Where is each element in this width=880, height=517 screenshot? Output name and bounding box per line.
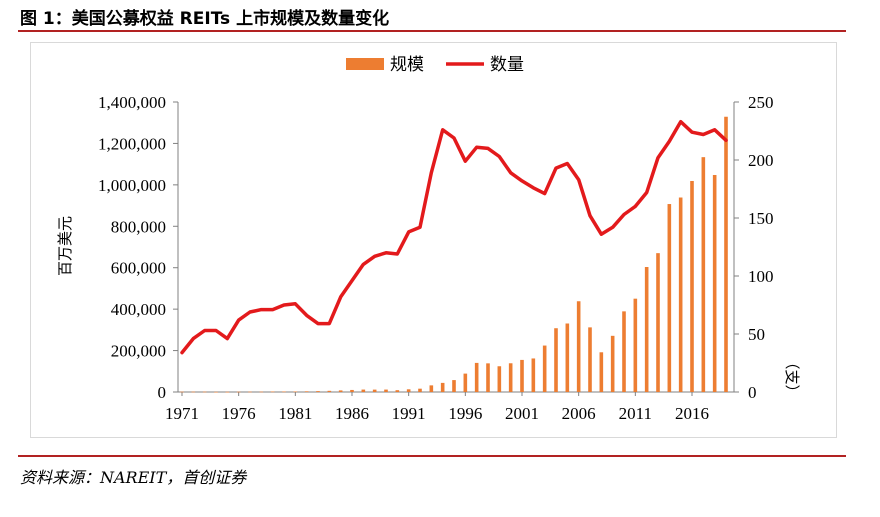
figure-title: 图 1：美国公募权益 REITs 上市规模及数量变化: [20, 9, 390, 29]
legend: 规模 数量: [346, 55, 524, 74]
bar-scale: [361, 389, 366, 392]
bar-scale: [712, 174, 717, 392]
y-left-label: 百万美元: [57, 216, 74, 276]
bar-scale: [531, 358, 536, 392]
bar-scale: [384, 389, 388, 392]
title-rule: [18, 30, 846, 32]
bar-scale: [610, 335, 615, 392]
bar-scale: [452, 380, 456, 392]
bar-scale: [588, 327, 592, 392]
bar-scale: [316, 391, 320, 392]
y-right-tick-label: 0: [748, 383, 757, 402]
bar-scale: [418, 388, 422, 392]
bar-scale: [236, 391, 241, 393]
bar-scale: [565, 323, 570, 392]
bar-scale: [429, 385, 434, 392]
legend-line-label: 数量: [490, 55, 524, 74]
y-right-tick-label: 150: [748, 209, 774, 228]
x-tick-label: 1971: [165, 404, 199, 423]
legend-bar-swatch: [346, 58, 384, 70]
bar-scale: [724, 116, 728, 393]
bar-scale: [248, 391, 252, 393]
bar-scale: [372, 389, 377, 392]
bar-scale: [327, 390, 332, 392]
y-right-tick-label: 200: [748, 151, 774, 170]
y-right-tick-label: 100: [748, 267, 774, 286]
bar-scale: [282, 391, 286, 393]
y-right-label: （支）: [783, 354, 800, 399]
series-line-count: [180, 119, 728, 355]
y-left-tick-label: 0: [158, 383, 167, 402]
y-left-tick-label: 1,200,000: [98, 134, 166, 153]
y-left-tick-label: 400,000: [111, 300, 166, 319]
bar-scale: [440, 382, 445, 392]
y-left-tick-label: 1,000,000: [98, 176, 166, 195]
bar-scale: [599, 352, 604, 392]
bar-scale: [406, 389, 411, 392]
bar-scale: [486, 363, 490, 392]
x-tick-label: 1981: [278, 404, 312, 423]
x-tick-label: 2001: [505, 404, 539, 423]
y-left-tick-label: 1,400,000: [98, 93, 166, 112]
bar-scale: [202, 391, 207, 393]
x-tick-label: 2006: [562, 404, 596, 423]
bar-scale: [678, 197, 683, 392]
bar-scale: [554, 328, 558, 392]
bar-scale: [304, 391, 309, 392]
bar-scale: [395, 390, 400, 392]
bar-scale: [701, 157, 706, 392]
bar-scale: [656, 253, 660, 392]
bar-scale: [270, 391, 275, 393]
y-right-tick-label: 50: [748, 325, 765, 344]
y-left-tick-label: 200,000: [111, 342, 166, 361]
bar-scale: [690, 180, 694, 392]
y-right-tick-label: 250: [748, 93, 774, 112]
bar-scale: [497, 366, 502, 392]
bar-scale: [576, 301, 581, 392]
x-tick-label: 1986: [335, 404, 369, 423]
bar-scale: [622, 311, 626, 392]
x-tick-label: 1991: [392, 404, 426, 423]
bar-scale: [520, 359, 524, 392]
x-tick-label: 1996: [448, 404, 482, 423]
bar-scale: [225, 391, 230, 393]
bar-scale: [350, 389, 354, 392]
chart-frame: [30, 42, 837, 438]
y-left-tick-label: 600,000: [111, 259, 166, 278]
legend-bar-label: 规模: [390, 55, 424, 74]
x-tick-label: 2011: [619, 404, 652, 423]
bar-scale: [542, 345, 547, 392]
bar-scale: [293, 391, 298, 393]
x-tick-label: 2016: [675, 404, 709, 423]
bar-scale: [508, 363, 513, 392]
source-rule: [18, 455, 846, 457]
source-note: 资料来源：NAREIT，首创证券: [20, 468, 247, 487]
bar-scale: [259, 391, 264, 393]
bar-scale: [180, 391, 184, 393]
bar-scale: [214, 391, 218, 393]
bar-scale: [633, 298, 638, 392]
bar-scale: [338, 390, 343, 392]
bar-scale: [463, 373, 468, 392]
bar-scale: [474, 362, 479, 392]
x-tick-label: 1976: [222, 404, 256, 423]
plot-area: 0 200,000 400,000 600,000 800,000 1,000,000 1,…: [98, 93, 774, 423]
bar-scale: [667, 204, 672, 392]
y-left-tick-label: 800,000: [111, 217, 166, 236]
bar-scale: [191, 391, 196, 393]
bar-scale: [644, 267, 649, 392]
